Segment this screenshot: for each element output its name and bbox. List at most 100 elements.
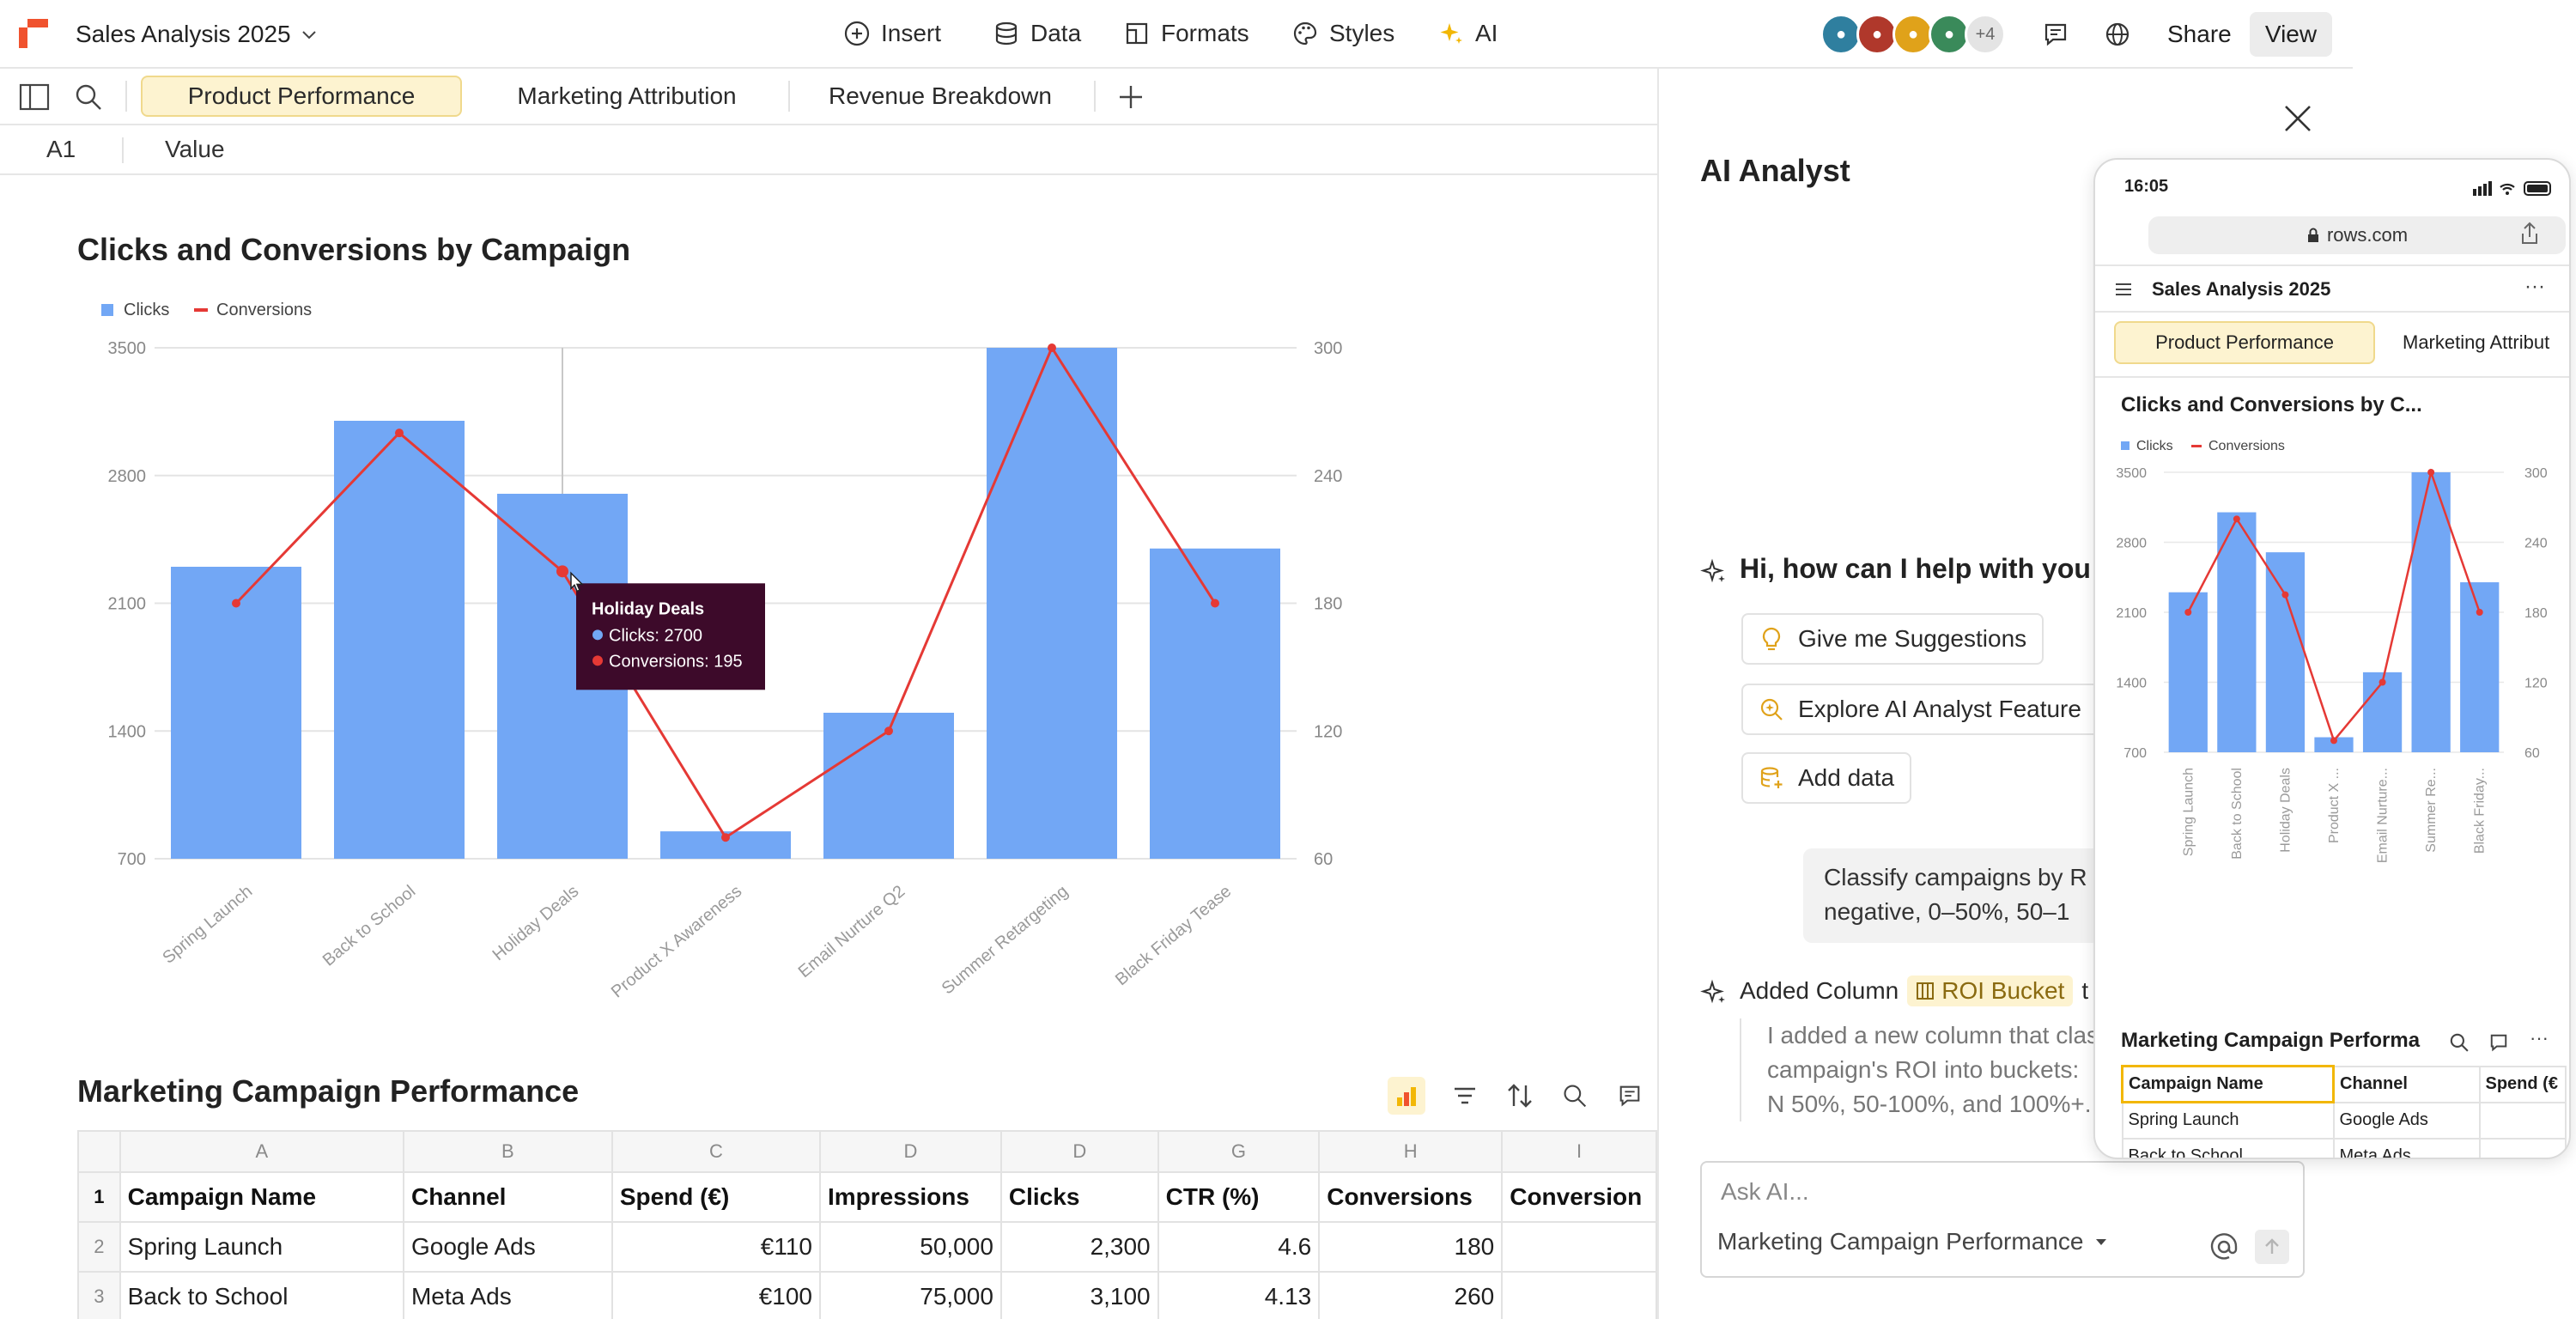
tab-revenue-breakdown[interactable]: Revenue Breakdown: [829, 82, 1052, 109]
table-cell[interactable]: 50,000: [819, 1221, 1002, 1273]
table-cell[interactable]: 2,300: [999, 1221, 1159, 1273]
header-cell[interactable]: Conversions: [1318, 1171, 1504, 1223]
row-number[interactable]: 1: [77, 1171, 121, 1223]
phone-tab-marketing-attribution[interactable]: Marketing Attribut: [2403, 331, 2550, 353]
point-conversions-0: [2184, 609, 2192, 616]
table-cell[interactable]: 4.13: [1157, 1271, 1321, 1319]
header-cell[interactable]: Channel: [2332, 1065, 2481, 1103]
table-cell[interactable]: [1501, 1221, 1657, 1273]
search-icon[interactable]: [74, 82, 103, 112]
phone-table[interactable]: Campaign Name Channel Spend (€ Spring La…: [2121, 1065, 2567, 1158]
share-icon[interactable]: [2519, 222, 2540, 246]
doc-title-dropdown[interactable]: Sales Analysis 2025: [76, 17, 319, 52]
table-cell[interactable]: Back to School: [118, 1271, 404, 1319]
mention-icon[interactable]: [2208, 1231, 2239, 1262]
panel-divider: [1657, 69, 1659, 1319]
suggestion-give-me-suggestions[interactable]: Give me Suggestions: [1741, 613, 2044, 665]
table-cell[interactable]: 260: [1318, 1271, 1504, 1319]
context-selector[interactable]: Marketing Campaign Performance: [1717, 1228, 2109, 1255]
ai-menu[interactable]: AI: [1437, 15, 1498, 52]
tab-product-performance[interactable]: Product Performance: [141, 76, 462, 117]
phone-url-bar[interactable]: rows.com: [2148, 216, 2566, 254]
point-conversions-3: [721, 833, 730, 842]
table-cell[interactable]: [2478, 1101, 2567, 1140]
header-cell[interactable]: Conversion: [1501, 1171, 1657, 1223]
share-button[interactable]: Share: [2167, 21, 2232, 47]
chart-toggle-button[interactable]: [1388, 1077, 1425, 1115]
comment-icon[interactable]: [2488, 1032, 2509, 1053]
view-button[interactable]: View: [2250, 12, 2332, 57]
table-cell[interactable]: [2478, 1137, 2567, 1158]
legend-conversions-label: Conversions: [216, 301, 312, 319]
table-cell[interactable]: Spring Launch: [2121, 1101, 2335, 1140]
sort-button[interactable]: [1501, 1077, 1539, 1115]
more-options-icon[interactable]: ···: [2530, 1027, 2549, 1049]
globe-icon[interactable]: [2104, 21, 2131, 48]
column-letter[interactable]: B: [402, 1130, 613, 1173]
ai-description: I added a new column that clas campaign'…: [1740, 1018, 2100, 1121]
insert-label: Insert: [881, 20, 942, 46]
column-letter[interactable]: G: [1157, 1130, 1321, 1173]
table-cell[interactable]: €110: [611, 1221, 822, 1273]
table-cell[interactable]: 180: [1318, 1221, 1504, 1273]
menu-icon[interactable]: [2114, 280, 2133, 299]
column-letter[interactable]: H: [1318, 1130, 1504, 1173]
add-sheet-icon[interactable]: [1116, 82, 1145, 112]
collaborators[interactable]: ● ● ● ● +4: [1820, 14, 2006, 55]
table-cell[interactable]: 3,100: [999, 1271, 1159, 1319]
row-number[interactable]: 3: [77, 1271, 121, 1319]
table-cell[interactable]: 4.6: [1157, 1221, 1321, 1273]
table-cell[interactable]: Meta Ads: [402, 1271, 613, 1319]
column-chip[interactable]: ROI Bucket: [1907, 976, 2074, 1006]
formats-menu[interactable]: Formats: [1123, 15, 1249, 52]
comments-icon[interactable]: [2042, 21, 2069, 48]
column-letter[interactable]: I: [1501, 1130, 1657, 1173]
header-cell[interactable]: Clicks: [999, 1171, 1159, 1223]
table-cell[interactable]: [1501, 1271, 1657, 1319]
column-letter[interactable]: A: [118, 1130, 404, 1173]
avatar: ●: [1820, 14, 1862, 55]
table-cell[interactable]: Google Ads: [2332, 1101, 2481, 1140]
styles-menu[interactable]: Styles: [1291, 15, 1394, 52]
tab-marketing-attribution[interactable]: Marketing Attribution: [517, 82, 737, 109]
filter-button[interactable]: [1446, 1077, 1484, 1115]
suggestion-add-data[interactable]: Add data: [1741, 752, 1912, 804]
table-search-button[interactable]: [1556, 1077, 1594, 1115]
header-cell[interactable]: Spend (€: [2478, 1065, 2567, 1103]
more-options-icon[interactable]: ···: [2524, 275, 2545, 298]
table-cell[interactable]: 75,000: [819, 1271, 1002, 1319]
table-cell[interactable]: €100: [611, 1271, 822, 1319]
ask-ai-input[interactable]: Ask AI...: [1721, 1178, 1809, 1205]
column-letter[interactable]: D: [999, 1130, 1159, 1173]
header-cell[interactable]: Impressions: [819, 1171, 1002, 1223]
header-cell[interactable]: Campaign Name: [118, 1171, 404, 1223]
column-letter[interactable]: D: [819, 1130, 1002, 1173]
table-cell[interactable]: Back to School: [2121, 1137, 2335, 1158]
header-cell[interactable]: Channel: [402, 1171, 613, 1223]
table-viewport: A B C D D G H I 1 Campaign Name Channel …: [0, 1130, 1657, 1319]
close-icon[interactable]: [2279, 100, 2317, 137]
cell-reference[interactable]: A1: [46, 136, 76, 162]
phone-chart[interactable]: Clicks Conversions 3500 2800 2100 1400 700 300 2…: [2095, 435, 2571, 1053]
search-icon[interactable]: [2449, 1032, 2470, 1053]
formula-input[interactable]: Value: [165, 136, 225, 162]
x-tick-label: Holiday Deals: [2278, 768, 2293, 853]
rows-logo[interactable]: [19, 19, 48, 48]
header-cell[interactable]: CTR (%): [1157, 1171, 1321, 1223]
header-cell[interactable]: Spend (€): [611, 1171, 822, 1223]
campaign-table[interactable]: A B C D D G H I 1 Campaign Name Channel …: [77, 1130, 1657, 1319]
suggestion-explore-features[interactable]: Explore AI Analyst Feature: [1741, 684, 2102, 735]
table-cell[interactable]: Spring Launch: [118, 1221, 404, 1273]
insert-menu[interactable]: Insert: [843, 15, 941, 52]
data-menu[interactable]: Data: [993, 15, 1081, 52]
sidebar-toggle-icon[interactable]: [19, 82, 50, 112]
phone-tab-product-performance[interactable]: Product Performance: [2114, 321, 2375, 364]
table-comment-button[interactable]: [1611, 1077, 1649, 1115]
send-button[interactable]: [2255, 1230, 2289, 1264]
clicks-conversions-chart[interactable]: Clicks Conversions 700 1400 2100 2800 3500 60 12…: [0, 283, 1391, 1039]
table-cell[interactable]: Google Ads: [402, 1221, 613, 1273]
row-number[interactable]: 2: [77, 1221, 121, 1273]
header-cell[interactable]: Campaign Name: [2121, 1065, 2335, 1103]
table-cell[interactable]: Meta Ads: [2332, 1137, 2481, 1158]
column-letter[interactable]: C: [611, 1130, 822, 1173]
